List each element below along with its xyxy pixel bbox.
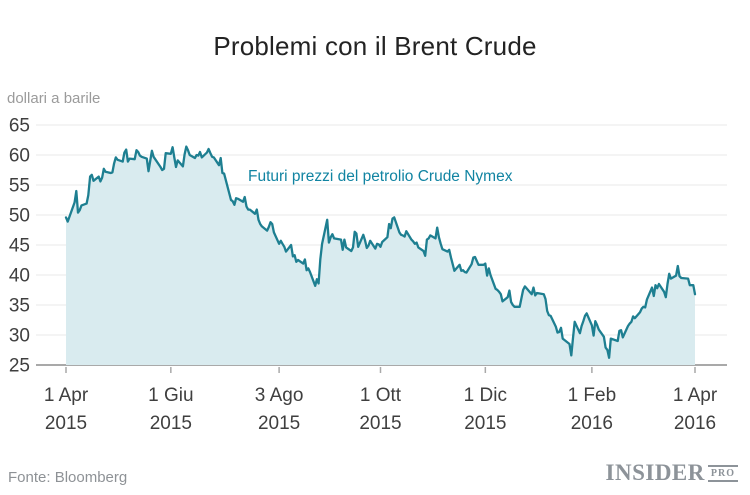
y-tick-label: 60 [9, 146, 30, 167]
insiderpro-logo: INSIDER PRO [606, 458, 738, 484]
series-annotation-label: Futuri prezzi del petrolio Crude Nymex [248, 168, 513, 185]
x-tick-label: 1 Ott [360, 385, 402, 406]
x-tick-label: 1 Feb [568, 385, 617, 406]
x-tick-label-year: 2015 [464, 413, 506, 434]
y-axis-labels: 25 30 35 40 45 50 55 60 65 [9, 116, 30, 377]
x-tick-label: 1 Dic [464, 385, 507, 406]
logo-insider-text: INSIDER [605, 460, 705, 485]
x-tick-label: 1 Giu [148, 385, 193, 406]
x-tick-label-year: 2016 [674, 413, 716, 434]
area-fill [66, 146, 695, 365]
x-tick-label-year: 2015 [45, 413, 87, 434]
source-label: Fonte: Bloomberg [8, 469, 128, 486]
crude-price-area-chart: 25 30 35 40 45 50 55 60 65 1 Apr 2015 1 Giu 2015 3 A… [9, 116, 727, 434]
y-axis-unit-label: dollari a barile [7, 90, 101, 107]
y-tick-label: 50 [9, 206, 30, 227]
logo-pro-badge: PRO [707, 465, 738, 482]
y-tick-label: 25 [9, 356, 30, 377]
x-tick-label-year: 2015 [258, 413, 300, 434]
y-tick-label: 30 [9, 326, 30, 347]
y-tick-label: 35 [9, 296, 30, 317]
x-tick-label-year: 2015 [150, 413, 192, 434]
x-tick-label: 1 Apr [44, 385, 89, 406]
price-line [64, 145, 697, 359]
x-tick-label-year: 2016 [571, 413, 613, 434]
y-tick-label: 45 [9, 236, 30, 257]
x-tick-label: 3 Ago [255, 385, 304, 406]
x-axis-labels: 1 Apr 2015 1 Giu 2015 3 Ago 2015 1 Ott 2015 1 Di… [44, 367, 718, 434]
page-title: Problemi con il Brent Crude [213, 31, 537, 61]
x-tick-label-year: 2015 [359, 413, 401, 434]
y-tick-label: 65 [9, 116, 30, 137]
x-tick-label: 1 Apr [673, 385, 718, 406]
y-tick-label: 40 [9, 266, 30, 287]
y-tick-label: 55 [9, 176, 30, 197]
